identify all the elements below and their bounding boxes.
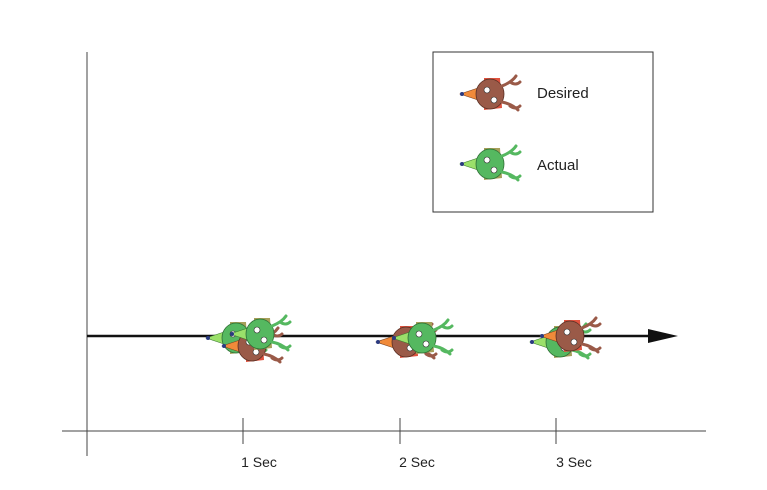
- creature-group-3-sec: [528, 316, 602, 360]
- legend-label-desired: Desired: [537, 85, 589, 102]
- creature-group-2-sec: [374, 318, 454, 360]
- tick-label-3: 3 Sec: [556, 454, 592, 470]
- legend: Desired Actual: [432, 51, 654, 213]
- legend-box: [432, 51, 654, 213]
- tick-label-1: 1 Sec: [241, 454, 277, 470]
- legend-label-actual: Actual: [537, 157, 579, 174]
- tick-label-2: 2 Sec: [399, 454, 435, 470]
- creature-group-1-sec: [204, 314, 292, 364]
- arrow-head-icon: [648, 329, 678, 343]
